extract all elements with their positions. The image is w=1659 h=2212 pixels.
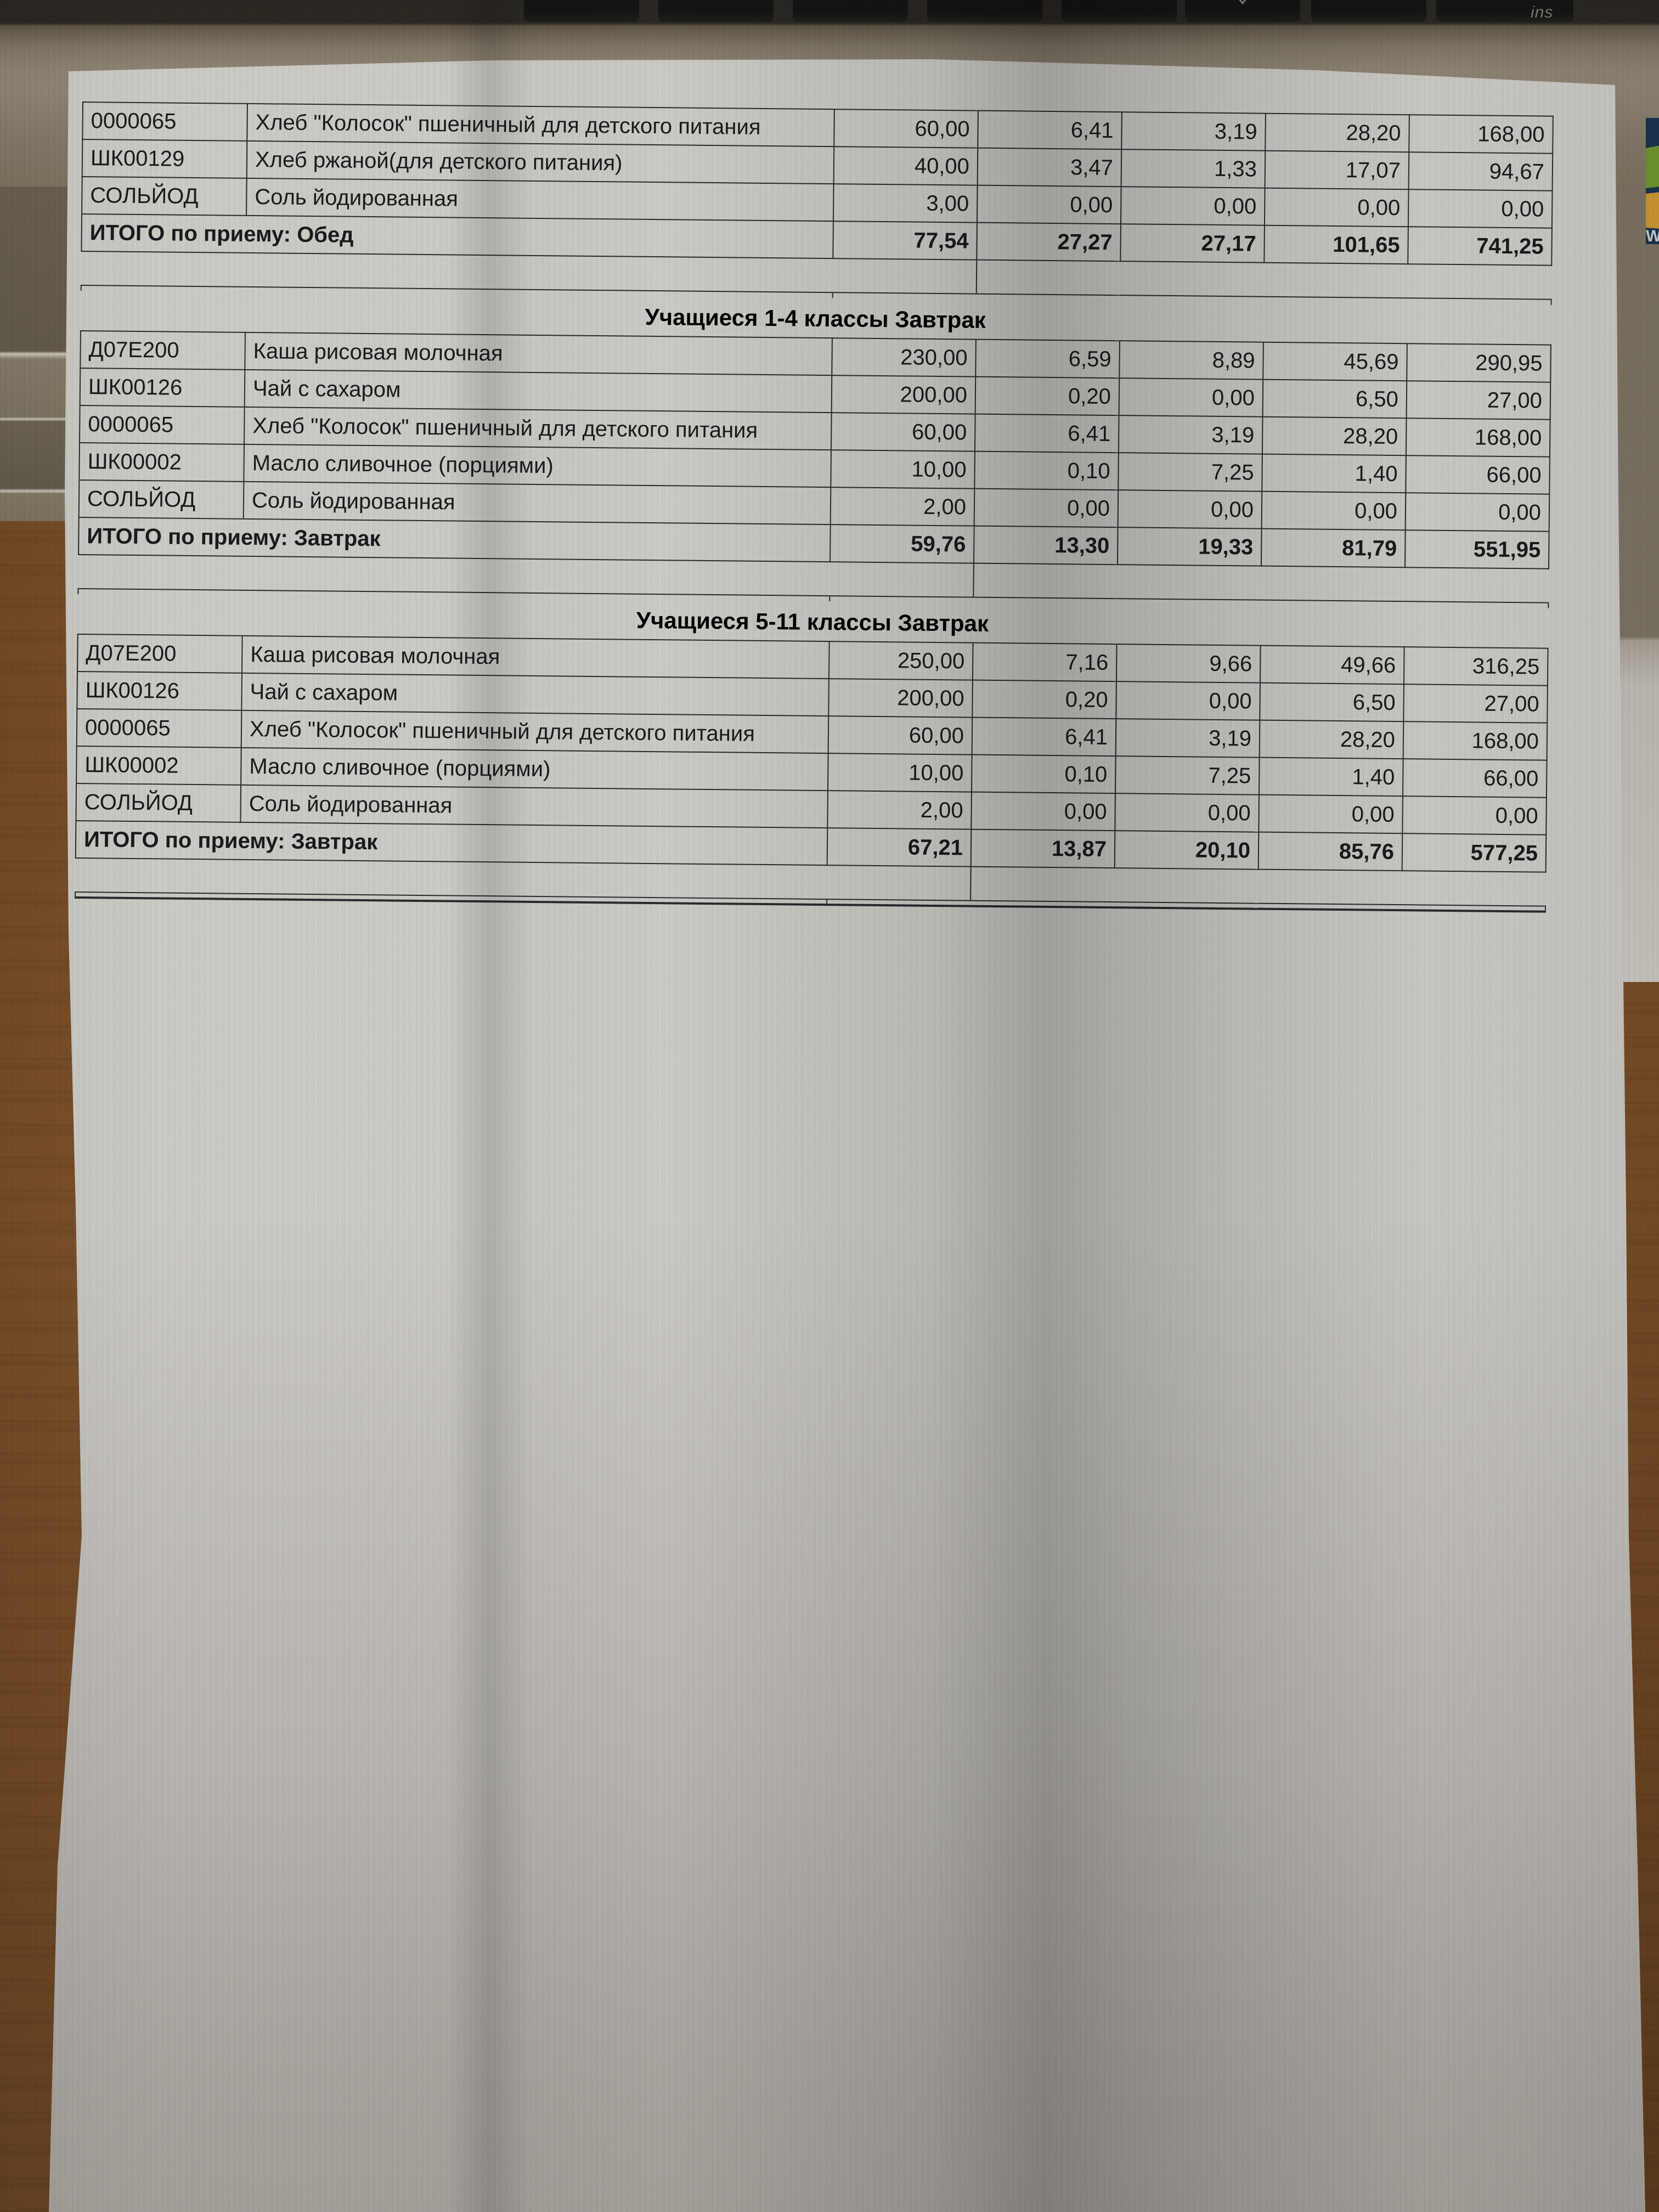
svg-text:WS 7: WS 7 (1646, 227, 1659, 244)
